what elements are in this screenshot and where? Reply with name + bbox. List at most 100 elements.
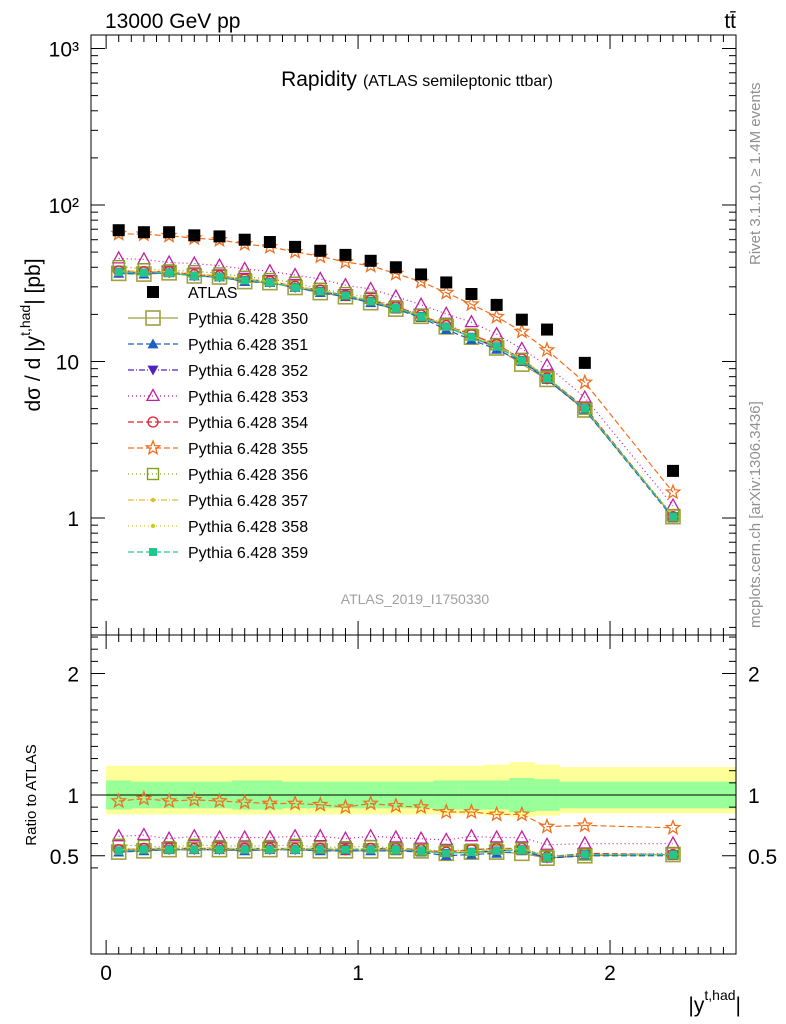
series-point-main xyxy=(363,281,378,295)
ratio-plot-layer xyxy=(91,762,737,866)
series-point-main xyxy=(265,278,274,287)
series-point-ratio xyxy=(388,829,403,843)
series-point-ratio xyxy=(261,794,279,811)
series-point-ratio xyxy=(185,791,203,807)
series-point-ratio xyxy=(187,828,202,842)
series-point-ratio xyxy=(391,845,400,854)
series-point-ratio xyxy=(337,798,354,815)
series-point-ratio xyxy=(538,817,556,834)
legend-label: Pythia 6.428 357 xyxy=(188,493,308,510)
series-point-ratio xyxy=(311,795,329,812)
legend-entry: Pythia 6.428 353 xyxy=(128,388,308,406)
series-point-ratio xyxy=(190,845,199,854)
rivet-version-label: Rivet 3.1.10, ≥ 1.4M events xyxy=(747,83,764,266)
legend-label: Pythia 6.428 353 xyxy=(188,389,308,406)
y-tick-label-ratio-left: 1 xyxy=(67,785,79,808)
x-tick-label: 2 xyxy=(604,962,616,985)
series-point-ratio xyxy=(543,852,552,861)
series-point-ratio xyxy=(580,850,589,859)
atlas-data-point xyxy=(578,356,591,369)
legend-marker xyxy=(145,388,161,402)
series-point-main xyxy=(669,512,678,521)
series-point-main xyxy=(442,322,451,331)
series-point-main xyxy=(664,483,682,500)
atlas-data-point xyxy=(465,287,478,300)
series-point-ratio xyxy=(513,805,531,822)
process-label: tt̄ xyxy=(724,10,736,33)
series-point-main xyxy=(391,303,400,312)
series-point-ratio xyxy=(488,805,505,822)
series-point-main xyxy=(578,402,592,415)
series-point-main xyxy=(539,357,555,371)
series-point-ratio xyxy=(514,829,529,843)
series-point-main xyxy=(287,267,303,281)
chart-title: Rapidity (ATLAS semileptonic ttbar) xyxy=(281,68,553,91)
atlas-data-point xyxy=(415,268,428,281)
atlas-data-point xyxy=(213,230,226,243)
series-point-main xyxy=(338,277,353,291)
series-point-ratio xyxy=(437,803,455,820)
legend-label: Pythia 6.428 352 xyxy=(188,363,308,380)
series-point-ratio xyxy=(287,828,303,842)
legend-marker xyxy=(147,416,159,428)
series-point-ratio xyxy=(442,849,451,858)
series-point-main xyxy=(215,273,224,282)
series-point-ratio xyxy=(237,829,252,843)
series-point-main xyxy=(665,497,681,511)
series-point-ratio xyxy=(413,830,429,844)
legend-marker xyxy=(150,523,156,529)
series-point-main xyxy=(489,326,504,340)
series-point-ratio xyxy=(669,850,678,859)
series-point-ratio xyxy=(265,845,274,854)
series-point-main xyxy=(439,305,454,319)
series-point-ratio xyxy=(363,828,378,842)
series-point-main xyxy=(139,268,148,277)
series-point-ratio xyxy=(338,830,353,844)
series-line-main xyxy=(118,270,674,518)
series-point-ratio xyxy=(666,847,680,860)
series-point-ratio xyxy=(316,845,325,854)
series-point-main xyxy=(313,271,328,285)
legend-entry: Pythia 6.428 358 xyxy=(128,519,308,536)
series-point-main xyxy=(543,374,552,383)
energy-label: 13000 GeV pp xyxy=(105,10,240,33)
legend-marker xyxy=(147,338,159,349)
series-point-main xyxy=(517,356,526,365)
y-tick-label-ratio-left: 0.5 xyxy=(50,846,79,869)
legend-label: Pythia 6.428 351 xyxy=(188,337,308,354)
series-point-main xyxy=(538,341,556,358)
series-point-main xyxy=(190,271,199,280)
legend-marker xyxy=(145,310,161,326)
series-point-main xyxy=(187,255,202,269)
series-point-main xyxy=(417,312,426,321)
analysis-watermark: ATLAS_2019_I1750330 xyxy=(341,591,490,607)
ratio-panel: 0.5 0.5 1 1 2 2 0 1 2 Ratio to ATLAS |yt,had| xyxy=(23,634,777,1017)
atlas-data-point xyxy=(667,464,680,477)
y-tick-label-ratio-left: 2 xyxy=(67,664,79,687)
atlas-data-point xyxy=(238,233,251,246)
series-point-main xyxy=(463,295,480,312)
atlas-data-point xyxy=(263,236,276,249)
series-point-ratio xyxy=(211,792,228,809)
series-point-main xyxy=(540,370,554,383)
x-tick-label: 1 xyxy=(352,962,364,985)
atlas-data-point xyxy=(490,298,503,311)
x-axis-label: |yt,had| xyxy=(688,987,741,1017)
main-axes: 1 10 10² 10³ xyxy=(49,35,737,635)
series-point-ratio xyxy=(464,828,479,842)
atlas-data-point xyxy=(137,226,150,239)
series-point-ratio xyxy=(664,819,682,835)
series-point-ratio xyxy=(488,844,505,860)
series-point-main xyxy=(515,352,529,366)
series-point-ratio xyxy=(135,789,153,806)
series-point-ratio xyxy=(665,835,681,849)
mcplots-reference-label: mcplots.cern.ch [arXiv:1306.3436] xyxy=(747,401,764,628)
series-point-ratio xyxy=(215,845,224,854)
series-point-ratio xyxy=(236,793,254,810)
atlas-data-point xyxy=(541,323,554,336)
series-point-ratio xyxy=(341,845,350,854)
series-point-main xyxy=(212,257,227,271)
legend-marker xyxy=(147,286,159,298)
main-plot-layer xyxy=(110,224,682,525)
legend-label: Pythia 6.428 350 xyxy=(188,311,308,328)
